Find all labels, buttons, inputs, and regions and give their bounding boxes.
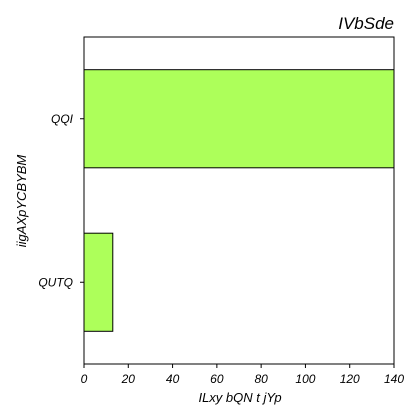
ticks-group: QQI QUTQ 0 20 40 60 80 100 120 140 [38, 112, 404, 386]
y-tick-label: QQI [51, 112, 74, 126]
y-axis-label: iigAXpYCBYBM [14, 155, 29, 248]
bar-qutq [83, 232, 114, 332]
bar-qqi [83, 69, 395, 169]
x-tick-label: 100 [295, 372, 315, 386]
x-tick-label: 60 [210, 372, 224, 386]
x-axis-label: ILxy bQN t jYp [198, 390, 281, 405]
x-tick-label: 140 [384, 372, 404, 386]
y-tick-label: QUTQ [38, 275, 73, 289]
chart-title: IVbSde [338, 14, 394, 33]
bars-group [83, 69, 395, 332]
x-tick-label: 0 [81, 372, 88, 386]
x-tick-label: 40 [166, 372, 180, 386]
x-tick-label: 120 [340, 372, 360, 386]
x-tick-label: 20 [121, 372, 136, 386]
x-tick-label: 80 [254, 372, 268, 386]
plot-area-frame [83, 36, 395, 365]
